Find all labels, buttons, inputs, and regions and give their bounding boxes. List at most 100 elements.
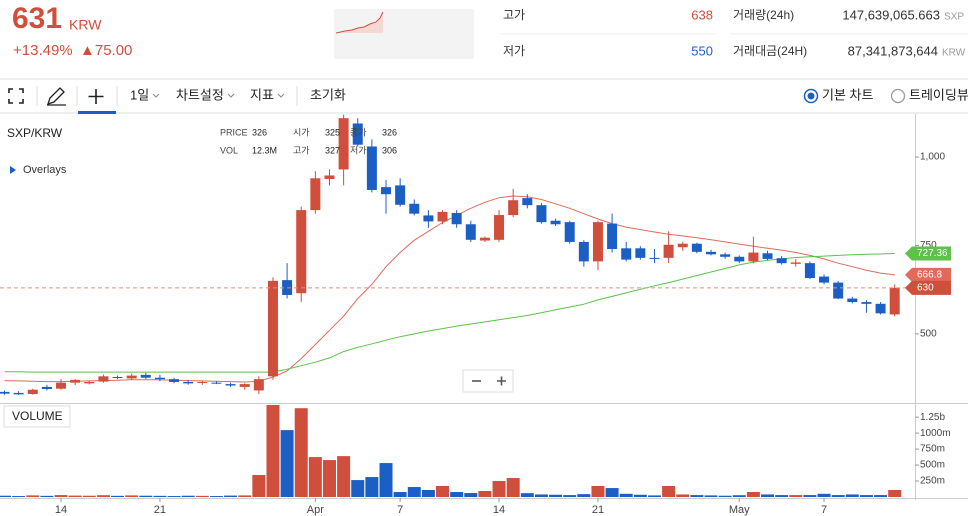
radio[interactable] — [890, 88, 906, 104]
info-label: 고가 — [293, 145, 310, 155]
volume-bar — [111, 495, 125, 497]
sparkline-fill — [336, 12, 383, 33]
candle-body — [41, 386, 52, 390]
volume-bar — [450, 492, 464, 497]
radio-checked[interactable] — [803, 88, 819, 104]
candle-body — [0, 391, 10, 394]
volume-bar — [379, 463, 393, 497]
volume-bar — [859, 495, 873, 497]
volume-bar — [436, 486, 450, 497]
draw-icon[interactable] — [46, 87, 66, 106]
candle-body — [211, 382, 222, 384]
volume-bar — [365, 477, 379, 497]
indicator-menu[interactable]: 지표 — [250, 87, 274, 102]
candle-body — [183, 381, 194, 384]
volume-bar — [40, 495, 54, 497]
current-price: 631 — [12, 2, 62, 35]
amount-unit: KRW — [942, 48, 966, 59]
volume-bar — [238, 495, 252, 497]
candle-body — [564, 222, 575, 242]
volume-bar — [351, 480, 365, 497]
candle-body — [126, 375, 137, 379]
volume-bar — [619, 493, 633, 497]
candle-body — [522, 198, 533, 206]
high-label: 고가 — [503, 8, 525, 22]
amount-value: 87,341,873,644 — [848, 43, 938, 58]
fullscreen-icon[interactable] — [8, 88, 24, 104]
candle-body — [84, 381, 95, 384]
volume-bar — [96, 495, 110, 497]
currency: KRW — [69, 17, 102, 33]
volume-bar — [308, 457, 322, 497]
high-value: 638 — [691, 7, 713, 22]
candle-body — [621, 248, 632, 260]
x-tick-label: 21 — [154, 504, 166, 516]
volume-bar — [68, 495, 82, 497]
price-tag — [905, 246, 951, 261]
candle-body — [663, 244, 674, 258]
volume-tick-label: 500m — [920, 460, 945, 471]
volume-bar — [26, 495, 40, 497]
volume-bar — [647, 495, 661, 497]
volume-bar — [322, 460, 336, 497]
candle-body — [352, 123, 363, 145]
volume-bar — [209, 496, 223, 497]
moving-average — [4, 195, 895, 383]
volume-bar — [549, 494, 563, 497]
volume-bar — [803, 495, 817, 497]
volume-bar — [478, 490, 492, 497]
price-tag — [905, 280, 951, 295]
volume-bar — [775, 495, 789, 497]
y-tick-label: 1,000 — [920, 152, 945, 163]
candle-body — [677, 243, 688, 248]
tradingview-option[interactable]: 트레이딩뷰 — [909, 87, 968, 102]
candle-body — [310, 178, 321, 211]
y-tick-label: 500 — [920, 329, 937, 340]
volume-bar — [82, 495, 96, 497]
candle-body — [691, 243, 702, 252]
volume-bar — [421, 489, 435, 497]
change: ▲75.00 — [80, 42, 132, 59]
zoom-in[interactable] — [497, 376, 506, 386]
info-value: 306 — [382, 145, 397, 155]
candle-body — [324, 175, 335, 180]
volume-bar — [0, 495, 11, 497]
candle-body — [536, 205, 547, 223]
candle-body — [225, 384, 236, 386]
overlays-label[interactable]: Overlays — [23, 164, 67, 176]
candle-body — [267, 280, 278, 377]
settings-menu[interactable]: 차트설정 — [176, 87, 224, 102]
basic-chart-option[interactable]: 기본 차트 — [822, 87, 873, 102]
low-label: 저가 — [503, 44, 525, 58]
candle-body — [409, 203, 420, 214]
candle-body — [56, 382, 67, 389]
crosshair-icon[interactable] — [88, 89, 104, 104]
candle-body — [508, 200, 519, 216]
candle-body — [296, 210, 307, 294]
candle-body — [13, 392, 24, 395]
caret — [227, 93, 235, 98]
volume-value: 147,639,065.663 — [842, 7, 940, 22]
volume-bar — [167, 496, 181, 497]
candle-body — [197, 381, 208, 383]
candle-body — [239, 384, 250, 387]
volume-label: 거래량(24h) — [733, 8, 794, 22]
candle-body — [833, 282, 844, 299]
period-select[interactable]: 1일 — [130, 87, 149, 102]
volume-bar — [139, 495, 153, 497]
caret — [277, 93, 285, 98]
volume-tick-label: 1000m — [920, 428, 951, 439]
candle-body — [649, 257, 660, 259]
volume-bar — [563, 495, 577, 497]
info-value: 12.3M — [252, 145, 277, 155]
info-label: 시가 — [293, 127, 310, 137]
info-label: VOL — [220, 145, 238, 155]
candle-body — [790, 262, 801, 264]
info-label: 종가 — [350, 127, 367, 137]
candle-body — [734, 256, 745, 262]
reset-button[interactable]: 초기화 — [310, 87, 346, 102]
volume-bar — [732, 495, 746, 497]
active-indicator — [78, 111, 116, 114]
overlays-toggle[interactable] — [10, 166, 16, 174]
volume-bar — [874, 495, 888, 497]
